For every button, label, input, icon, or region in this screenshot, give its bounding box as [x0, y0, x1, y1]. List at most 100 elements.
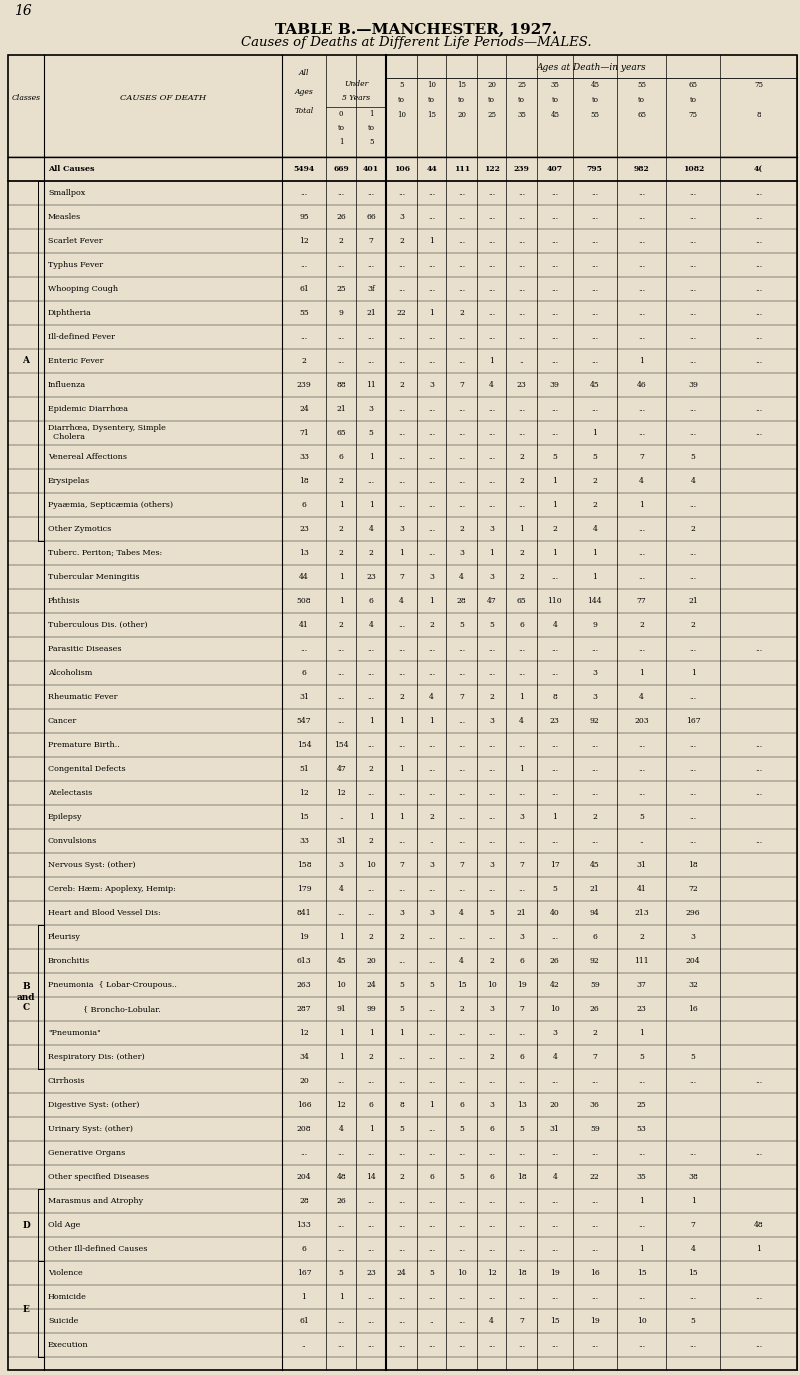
Text: 16: 16	[688, 1005, 698, 1013]
Text: 2: 2	[459, 309, 464, 316]
Text: 21: 21	[336, 404, 346, 412]
Text: 5: 5	[552, 886, 558, 894]
Text: Venereal Affections: Venereal Affections	[48, 452, 127, 461]
Text: 1: 1	[369, 500, 374, 509]
Text: 2: 2	[592, 1030, 598, 1037]
Text: Under: Under	[344, 80, 369, 88]
Text: ...: ...	[518, 789, 525, 797]
Text: 1: 1	[639, 670, 644, 676]
Text: 5: 5	[459, 622, 464, 628]
Text: 2: 2	[369, 837, 374, 846]
Text: ...: ...	[488, 333, 495, 341]
Text: 72: 72	[688, 886, 698, 894]
Text: 7: 7	[399, 573, 404, 582]
Text: ...: ...	[755, 1342, 762, 1349]
Text: 144: 144	[587, 597, 602, 605]
Text: ...: ...	[690, 813, 697, 821]
Text: 10: 10	[427, 81, 436, 89]
Text: 1: 1	[489, 358, 494, 364]
Text: 1: 1	[639, 500, 644, 509]
Text: 2: 2	[338, 477, 344, 485]
Text: ...: ...	[368, 188, 374, 197]
Text: ...: ...	[458, 188, 465, 197]
Text: 154: 154	[334, 741, 349, 749]
Text: ...: ...	[638, 333, 645, 341]
Text: 3: 3	[489, 1101, 494, 1110]
Text: ...: ...	[458, 358, 465, 364]
Text: Ages: Ages	[294, 88, 314, 96]
Text: ...: ...	[428, 741, 435, 749]
Text: ...: ...	[488, 309, 495, 316]
Text: Urinary Syst: (other): Urinary Syst: (other)	[48, 1125, 133, 1133]
Text: 4: 4	[459, 957, 464, 965]
Text: 4: 4	[459, 909, 464, 917]
Text: Diarrhœa, Dysentery, Simple: Diarrhœa, Dysentery, Simple	[48, 424, 166, 432]
Text: 3: 3	[338, 861, 344, 869]
Text: ...: ...	[428, 789, 435, 797]
Text: ...: ...	[690, 309, 697, 316]
Text: Influenza: Influenza	[48, 381, 86, 389]
Text: 287: 287	[297, 1005, 311, 1013]
Text: ...: ...	[755, 404, 762, 412]
Text: 4: 4	[690, 477, 696, 485]
Text: Other Ill-defined Causes: Other Ill-defined Causes	[48, 1246, 147, 1254]
Text: ...: ...	[398, 1342, 405, 1349]
Text: 65: 65	[336, 429, 346, 437]
Text: 39: 39	[688, 381, 698, 389]
Text: ...: ...	[458, 670, 465, 676]
Text: ...: ...	[591, 765, 598, 773]
Text: 15: 15	[299, 813, 309, 821]
Text: ...: ...	[301, 645, 307, 653]
Text: ...: ...	[458, 404, 465, 412]
Text: ...: ...	[398, 957, 405, 965]
Text: 2: 2	[519, 477, 524, 485]
Text: ...: ...	[638, 1078, 645, 1085]
Text: 25: 25	[637, 1101, 646, 1110]
Text: to: to	[428, 96, 435, 104]
Text: 204: 204	[686, 957, 701, 965]
Text: ...: ...	[458, 500, 465, 509]
Text: 20: 20	[487, 81, 496, 89]
Text: 53: 53	[637, 1125, 646, 1133]
Text: { Broncho-Lobular.: { Broncho-Lobular.	[48, 1005, 161, 1013]
Text: ...: ...	[398, 188, 405, 197]
Text: ...: ...	[755, 1078, 762, 1085]
Text: ...: ...	[488, 261, 495, 270]
Text: ...: ...	[551, 1246, 558, 1254]
Text: B
and
C: B and C	[17, 982, 35, 1012]
Text: ...: ...	[638, 404, 645, 412]
Text: ...: ...	[488, 404, 495, 412]
Text: 1: 1	[399, 549, 404, 557]
Text: ...: ...	[488, 1150, 495, 1158]
Text: 795: 795	[587, 165, 602, 173]
Text: ...: ...	[398, 741, 405, 749]
Text: 4(: 4(	[754, 165, 763, 173]
Text: ...: ...	[398, 1078, 405, 1085]
Text: Generative Organs: Generative Organs	[48, 1150, 126, 1158]
Text: 5: 5	[399, 81, 404, 89]
Text: Cancer: Cancer	[48, 718, 78, 725]
Text: 508: 508	[297, 597, 311, 605]
Text: ...: ...	[551, 765, 558, 773]
Text: ...: ...	[551, 934, 558, 942]
Text: 1: 1	[429, 718, 434, 725]
Text: ...: ...	[458, 765, 465, 773]
Text: 3: 3	[429, 861, 434, 869]
Text: ...: ...	[488, 477, 495, 485]
Text: ...: ...	[518, 188, 525, 197]
Text: ...: ...	[338, 188, 345, 197]
Text: ...: ...	[398, 837, 405, 846]
Text: ...: ...	[518, 285, 525, 293]
Text: ...: ...	[488, 1294, 495, 1302]
Text: 1: 1	[592, 549, 598, 557]
Text: Parasitic Diseases: Parasitic Diseases	[48, 645, 122, 653]
Text: ...: ...	[591, 645, 598, 653]
Text: 4: 4	[489, 381, 494, 389]
Text: ...: ...	[755, 213, 762, 221]
Text: ...: ...	[551, 188, 558, 197]
Text: ...: ...	[368, 1150, 374, 1158]
Text: Smallpox: Smallpox	[48, 188, 86, 197]
Text: 31: 31	[550, 1125, 560, 1133]
Text: 204: 204	[297, 1173, 311, 1181]
Text: ...: ...	[458, 1246, 465, 1254]
